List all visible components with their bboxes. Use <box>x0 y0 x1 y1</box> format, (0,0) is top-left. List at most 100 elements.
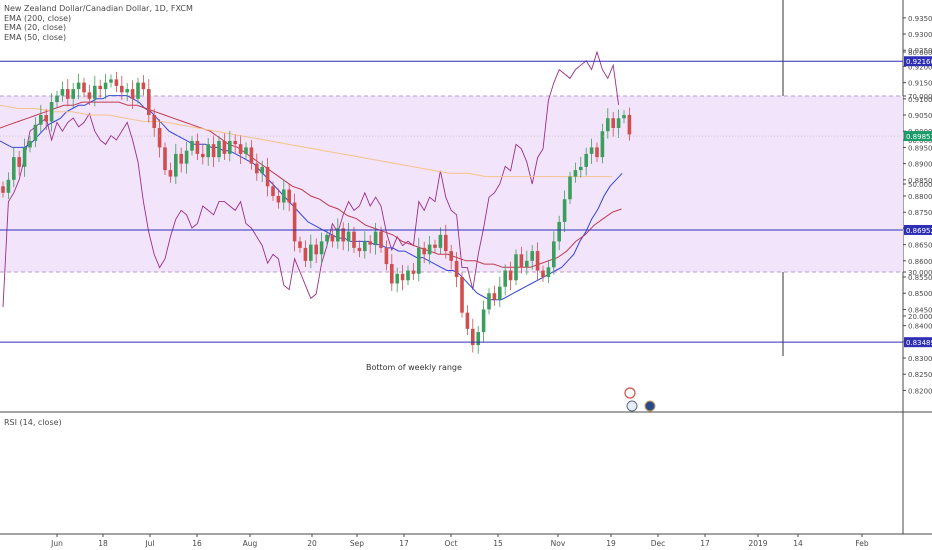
price-tag-bg <box>904 337 932 348</box>
candle-down <box>292 202 297 242</box>
time-tick-label: Oct <box>445 539 458 548</box>
candle-up <box>557 221 561 242</box>
ema50-line <box>0 101 622 268</box>
time-tick-label: 19 <box>606 539 616 548</box>
weekly-range-annotation: Bottom of weekly range <box>366 363 462 372</box>
price-tick-label: 0.82000 <box>908 387 932 395</box>
candle-up <box>174 153 178 177</box>
candle-down <box>168 170 173 177</box>
ema20-line <box>0 95 623 301</box>
candle-down <box>287 189 291 203</box>
candle-up <box>498 286 502 300</box>
candle-up <box>476 332 480 346</box>
chart-title: New Zealand Dollar/Canadian Dollar, 1D, … <box>4 4 193 13</box>
candle-down <box>400 273 405 281</box>
candle-up <box>103 82 108 90</box>
currency-flag-icon[interactable] <box>644 400 656 412</box>
candle-down <box>276 196 281 203</box>
candle-up <box>503 270 507 287</box>
candle-down <box>17 157 21 167</box>
range-lines[interactable] <box>0 60 903 343</box>
candle-up <box>373 231 378 245</box>
rsi-panel <box>0 50 903 308</box>
candle-down <box>444 234 448 252</box>
candle-up <box>336 228 340 242</box>
candle-up <box>363 241 367 252</box>
candle-up <box>530 251 534 261</box>
candle-up <box>438 234 443 248</box>
ema-lines <box>0 95 623 301</box>
candle-up <box>93 85 97 99</box>
candle-down <box>152 115 156 128</box>
legend-ema50: EMA (50, close) <box>4 32 67 42</box>
event-flag-icon[interactable] <box>624 387 636 399</box>
candle-up <box>562 199 567 222</box>
time-tick-label: Jul <box>144 539 154 548</box>
candle-up <box>12 157 16 180</box>
candle-down <box>201 153 205 158</box>
price-tag-label: 0.83489 <box>906 339 932 347</box>
candle-up <box>346 231 351 242</box>
candle-down <box>298 241 302 248</box>
candle-up <box>217 140 221 158</box>
candle-up <box>568 176 572 200</box>
candle-up <box>579 166 583 171</box>
candle-down <box>255 163 259 174</box>
event-flag-icon[interactable] <box>626 400 638 412</box>
candle-up <box>39 115 43 125</box>
candle-up <box>244 147 248 154</box>
candle-down <box>87 92 92 99</box>
candle-up <box>184 150 189 164</box>
candle-down <box>341 228 345 242</box>
candle-up <box>600 131 605 158</box>
candle-down <box>98 85 102 90</box>
candle-down <box>233 140 237 145</box>
candle-up <box>319 241 324 255</box>
time-tick-label: Nov <box>551 539 566 548</box>
candle-down <box>163 147 167 171</box>
price-tag-label: 0.86952 <box>906 227 932 235</box>
candle-down <box>130 89 135 99</box>
candle-up <box>55 95 59 103</box>
time-tick-label: 14 <box>793 539 803 548</box>
candle-up <box>136 82 140 99</box>
candle-down <box>357 247 362 252</box>
candle-down <box>120 85 124 93</box>
rsi-line <box>2 50 620 308</box>
chart-legend: New Zealand Dollar/Canadian Dollar, 1D, … <box>4 4 193 42</box>
candle-down <box>265 166 270 187</box>
legend-ema20: EMA (20, close) <box>4 23 67 32</box>
candle-down <box>368 241 372 245</box>
candle-up <box>606 118 610 132</box>
price-tag-bg <box>904 224 932 235</box>
legend-ema200: EMA (200, close) <box>4 13 72 23</box>
candle-down <box>433 244 437 248</box>
candle-down <box>141 82 146 90</box>
candle-down <box>147 89 151 116</box>
candle-up <box>28 140 32 148</box>
event-icons[interactable] <box>624 387 656 412</box>
candle-up <box>260 166 264 174</box>
candle-down <box>465 312 470 329</box>
candle-down <box>195 140 200 154</box>
candle-up <box>282 189 286 203</box>
candle-up <box>76 82 81 90</box>
rsi-band <box>0 96 903 272</box>
candle-down <box>535 251 540 271</box>
candle-down <box>384 247 389 265</box>
candle-down <box>492 293 497 300</box>
rsi-legend: RSI (14, close) <box>4 418 62 427</box>
candle-down <box>460 277 464 313</box>
